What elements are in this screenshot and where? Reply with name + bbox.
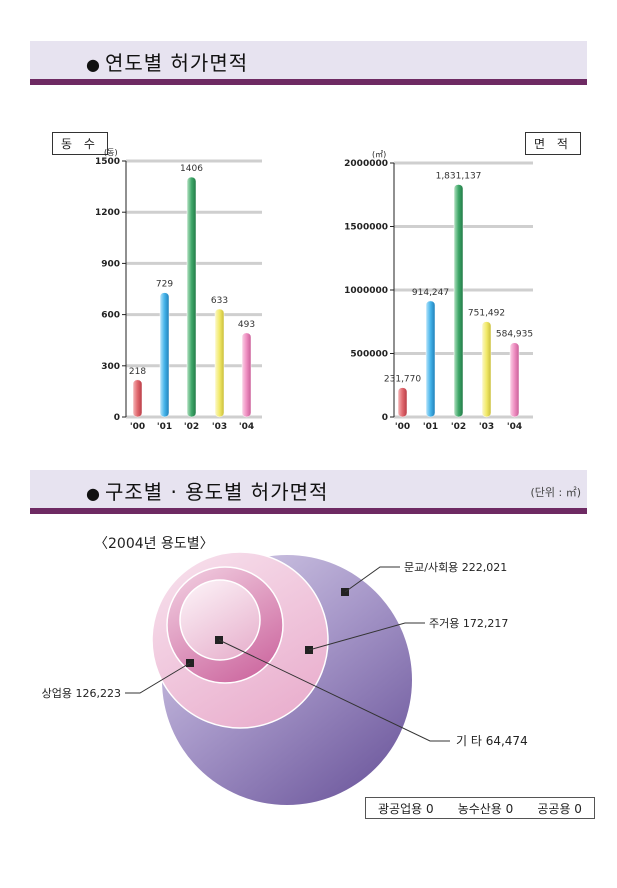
leader-etc [218, 639, 450, 742]
y-tick-label: 900 [101, 259, 120, 269]
yearly-section-title: ● 연도별 허가면적 [86, 47, 248, 76]
bar-03 [214, 308, 225, 418]
data-label: 633 [211, 296, 228, 306]
unit-note: (단위 : ㎡) [530, 486, 581, 499]
x-tick-label: '00 [395, 422, 410, 432]
y-tick-label: 1500 [95, 157, 120, 167]
y-tick-label: 0 [382, 413, 388, 423]
y-tick-label: 0 [114, 413, 120, 423]
x-tick-label: '01 [157, 422, 172, 432]
yearly-title-text: 연도별 허가면적 [104, 51, 249, 75]
x-tick-label: '00 [130, 422, 145, 432]
bullet-icon: ● [86, 484, 101, 503]
structure-title-text: 구조별 · 용도별 허가면적 [104, 480, 329, 504]
area-box-label: 면 적 [525, 132, 581, 155]
data-label: 1,831,137 [436, 171, 482, 181]
bullet-icon: ● [86, 55, 101, 74]
x-tick-label: '04 [239, 422, 254, 432]
y-tick-label: 300 [101, 362, 120, 372]
bubble-chart-subtitle: 〈2004년 용도별〉 [94, 536, 214, 552]
leader-culture-social [344, 566, 400, 593]
zero-item-mining: 광공업용 0 [378, 801, 434, 816]
usage-bubble-chart: 문교/사회용 222,021 주거용 172,217 상업용 126,223 기… [42, 551, 528, 805]
zero-item-agri: 농수산용 0 [457, 801, 514, 816]
data-label: 751,492 [468, 309, 505, 319]
structure-section-title: ● 구조별 · 용도별 허가면적 [86, 476, 328, 505]
data-label: 729 [156, 280, 173, 290]
count-box-label: 동 수 [52, 132, 108, 155]
y-axis-unit-label: (동) [104, 148, 118, 157]
label-residential: 주거용 172,217 [429, 617, 508, 630]
x-tick-label: '03 [479, 422, 494, 432]
y-tick-label: 1500000 [344, 223, 388, 233]
area-bar-chart: (㎡) 0 500000 1000000 1500000 2000000 231,770 '0… [344, 150, 533, 432]
bar-02 [453, 184, 464, 418]
data-label: 218 [129, 367, 146, 377]
data-label: 1406 [180, 164, 203, 174]
bar-01 [159, 292, 170, 418]
label-etc: 기 타 64,474 [456, 734, 528, 748]
y-tick-label: 1200 [95, 208, 120, 218]
leader-commercial [125, 662, 191, 694]
y-tick-label: 500000 [350, 350, 388, 360]
zero-item-public: 공공용 0 [537, 801, 582, 816]
bar-03 [481, 321, 492, 418]
x-tick-label: '04 [507, 422, 522, 432]
bar-00 [132, 379, 143, 418]
zero-value-legend: 광공업용 0 농수산용 0 공공용 0 [365, 797, 595, 819]
yearly-section-header: ● 연도별 허가면적 [30, 41, 587, 85]
x-tick-label: '02 [451, 422, 466, 432]
bar-01 [425, 300, 436, 418]
y-tick-label: 600 [101, 311, 120, 321]
y-axis-unit-label: (㎡) [372, 150, 386, 159]
x-tick-label: '01 [423, 422, 438, 432]
bar-00 [397, 387, 408, 418]
bar-04 [509, 342, 520, 418]
y-tick-label: 2000000 [344, 159, 388, 169]
label-culture-social: 문교/사회용 222,021 [404, 561, 507, 574]
bubble-etc [179, 579, 261, 661]
data-label: 584,935 [496, 330, 533, 340]
data-label: 231,770 [384, 375, 421, 385]
bar-02 [186, 176, 197, 418]
bar-04 [241, 332, 252, 418]
y-tick-label: 1000000 [344, 286, 388, 296]
data-label: 493 [238, 320, 255, 330]
label-commercial: 상업용 126,223 [42, 687, 121, 700]
x-tick-label: '03 [212, 422, 227, 432]
structure-section-header: ● 구조별 · 용도별 허가면적 (단위 : ㎡) [30, 470, 587, 514]
data-label: 914,247 [412, 288, 449, 298]
leader-residential [308, 622, 425, 651]
x-tick-label: '02 [184, 422, 199, 432]
count-bar-chart: (동) 0 300 600 900 1200 1500 218 '00 729 '01 1406 '02… [95, 148, 262, 432]
